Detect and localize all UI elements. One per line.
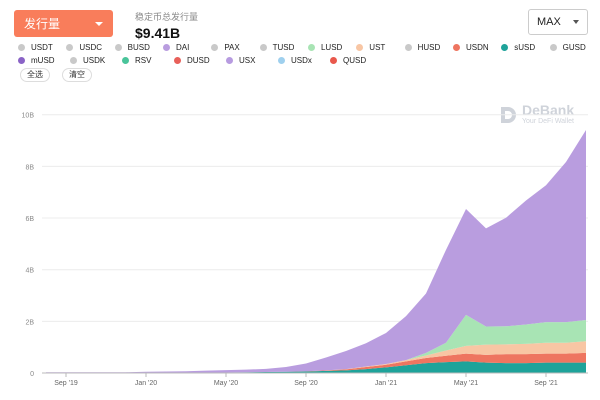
total-supply-block: 稳定币总发行量 $9.41B [135, 10, 198, 41]
chevron-down-icon [573, 20, 579, 24]
legend-item-musd[interactable]: mUSD [18, 54, 70, 66]
legend-row: mUSD USDK RSV DUSD USX USDx QUSD [18, 54, 598, 66]
legend-item-dai[interactable]: DAI [162, 41, 211, 53]
supply-area-chart: 0 2B 4B 6B 8B 10B Sep '19 Jan '20 May '20 Sep '20… [22, 113, 588, 387]
legend-item-usdx[interactable]: USDx [278, 54, 330, 66]
total-supply-label: 稳定币总发行量 [135, 12, 199, 22]
legend-label: HUSD [417, 42, 441, 52]
legend-dot-icon [211, 43, 219, 51]
legend-item-usx[interactable]: USX [226, 54, 278, 66]
y-tick-label: 6B [25, 216, 34, 223]
total-supply-value: $9.41B [135, 25, 181, 41]
time-range-select[interactable]: MAX [528, 9, 588, 35]
legend-label: DUSD [187, 55, 210, 65]
legend-label: GUSD [562, 42, 586, 52]
legend: USDT USDC BUSD DAI PAX TUSD LUSD UST HUSD USDN sUS… [18, 41, 598, 67]
metric-select[interactable]: 发行量 [14, 10, 113, 37]
legend-item-qusd[interactable]: QUSD [330, 54, 382, 66]
legend-item-busd[interactable]: BUSD [114, 41, 163, 53]
series-area-susd [46, 361, 586, 373]
legend-label: BUSD [127, 42, 150, 52]
legend-label: USX [239, 55, 256, 65]
legend-dot-icon [114, 43, 122, 51]
legend-item-dusd[interactable]: DUSD [174, 54, 226, 66]
y-tick-label: 4B [25, 268, 34, 275]
legend-item-pax[interactable]: PAX [211, 41, 259, 53]
legend-item-tusd[interactable]: TUSD [259, 41, 308, 53]
legend-dot-icon [278, 56, 285, 64]
series-area-lusd [46, 314, 586, 373]
legend-item-lusd[interactable]: LUSD [307, 41, 356, 53]
x-tick-label: May '21 [454, 380, 478, 387]
legend-item-usdn[interactable]: USDN [452, 41, 501, 53]
legend-label: UST [369, 42, 386, 52]
x-tick-label: Sep '21 [534, 380, 558, 387]
legend-dot-icon [66, 43, 74, 51]
legend-dot-icon [226, 56, 233, 64]
metric-select-label: 发行量 [24, 17, 61, 31]
y-tick-label: 8B [25, 164, 34, 171]
y-tick-label: 2B [25, 319, 34, 326]
legend-label: USDN [465, 42, 489, 52]
legend-label: TUSD [272, 42, 295, 52]
legend-dot-icon [259, 43, 267, 51]
legend-label: USDK [83, 55, 106, 65]
legend-label: mUSD [31, 55, 55, 65]
legend-dot-icon [18, 43, 25, 51]
legend-dot-icon [452, 43, 460, 51]
series-area-ust [46, 341, 586, 373]
x-tick-label: May '20 [214, 380, 238, 387]
legend-label: RSV [135, 55, 152, 65]
legend-dot-icon [307, 43, 315, 51]
x-tick-label: Sep '19 [54, 380, 78, 387]
series-area-usdn [46, 352, 586, 373]
legend-item-ust[interactable]: UST [356, 41, 404, 53]
legend-item-usdt[interactable]: USDT [18, 41, 66, 53]
legend-dot-icon [356, 43, 364, 51]
legend-dot-icon [70, 56, 77, 64]
time-range-label: MAX [537, 16, 561, 28]
legend-label: QUSD [343, 55, 367, 65]
legend-dot-icon [18, 56, 25, 64]
legend-label: USDC [79, 42, 102, 52]
legend-label: sUSD [514, 42, 536, 52]
watermark-subtitle: Your DeFi Wallet [522, 118, 575, 125]
debank-logo-icon [501, 106, 516, 123]
legend-item-rsv[interactable]: RSV [122, 54, 174, 66]
legend-dot-icon [122, 56, 129, 64]
clear-button[interactable]: 清空 [62, 68, 92, 82]
y-tick-label: 10B [22, 113, 35, 120]
legend-item-usdk[interactable]: USDK [70, 54, 122, 66]
legend-label: LUSD [320, 42, 343, 52]
debank-watermark: DeBank Your DeFi Wallet [500, 103, 574, 126]
legend-item-usdc[interactable]: USDC [66, 41, 114, 53]
legend-item-gusd[interactable]: GUSD [549, 41, 598, 53]
legend-item-susd[interactable]: sUSD [501, 41, 549, 53]
legend-dot-icon [501, 43, 509, 51]
legend-dot-icon [162, 43, 170, 51]
legend-dot-icon [174, 56, 181, 64]
legend-row: USDT USDC BUSD DAI PAX TUSD LUSD UST HUSD USDN sUS… [18, 41, 598, 53]
select-all-button[interactable]: 全选 [20, 68, 50, 82]
y-tick-label: 0 [30, 371, 34, 378]
chevron-down-icon [95, 21, 103, 26]
legend-dot-icon [404, 43, 412, 51]
legend-label: USDx [291, 55, 312, 65]
legend-dot-icon [549, 43, 557, 51]
legend-label: USDT [31, 42, 53, 52]
x-tick-label: Jan '20 [135, 380, 157, 387]
series-area-dai [46, 129, 586, 373]
legend-item-husd[interactable]: HUSD [404, 41, 453, 53]
watermark-title: DeBank [522, 102, 575, 118]
x-tick-label: Sep '20 [294, 380, 318, 387]
legend-label: DAI [175, 42, 190, 52]
x-tick-label: Jan '21 [375, 380, 397, 387]
legend-dot-icon [330, 56, 337, 64]
legend-label: PAX [224, 42, 240, 52]
